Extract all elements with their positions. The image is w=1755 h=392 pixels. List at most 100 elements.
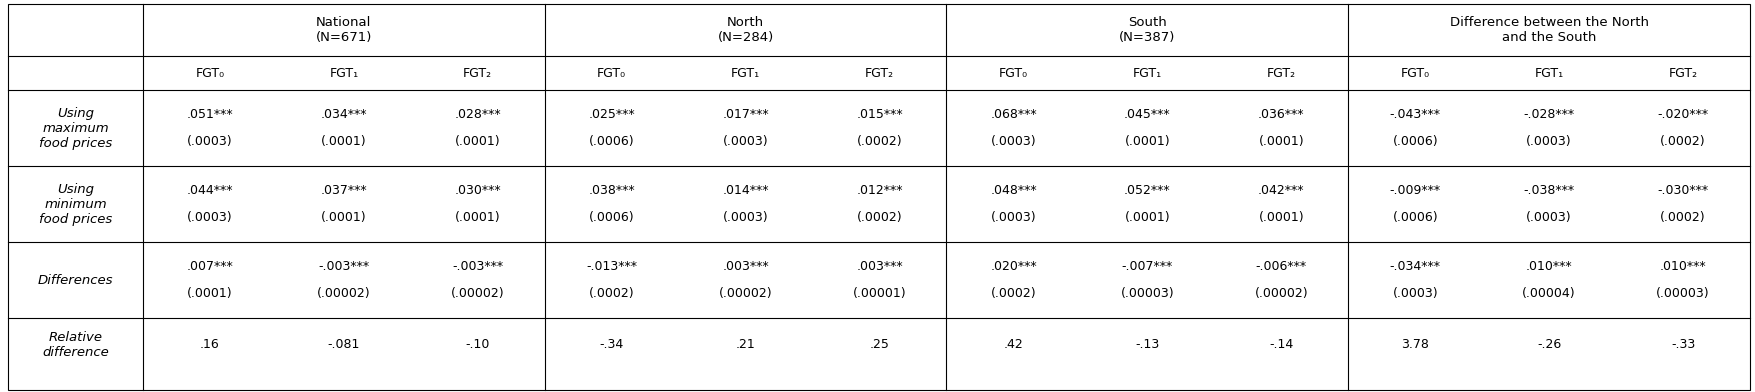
Text: (.0002): (.0002) (588, 287, 634, 300)
Text: South
(N=387): South (N=387) (1118, 16, 1174, 44)
Text: (.00004): (.00004) (1522, 287, 1574, 300)
Text: .012***: .012*** (856, 184, 902, 197)
Text: FGT₂: FGT₂ (1265, 67, 1295, 80)
Text: (.00002): (.00002) (451, 287, 504, 300)
Text: .034***: .034*** (321, 108, 367, 121)
Text: FGT₀: FGT₀ (999, 67, 1027, 80)
Text: (.0003): (.0003) (188, 211, 233, 224)
Text: (.0002): (.0002) (1658, 135, 1704, 148)
Text: -.10: -.10 (465, 339, 490, 352)
Text: FGT₁: FGT₁ (730, 67, 760, 80)
Text: FGT₁: FGT₁ (1534, 67, 1562, 80)
Text: (.0001): (.0001) (455, 211, 500, 224)
Text: Differences: Differences (37, 274, 112, 287)
Text: (.0001): (.0001) (1258, 211, 1304, 224)
Text: -.33: -.33 (1671, 339, 1694, 352)
Text: -.006***: -.006*** (1255, 260, 1306, 273)
Text: (.00002): (.00002) (1253, 287, 1307, 300)
Text: -.081: -.081 (328, 339, 360, 352)
Text: .051***: .051*** (186, 108, 233, 121)
Text: (.0006): (.0006) (1392, 135, 1437, 148)
Text: -.13: -.13 (1134, 339, 1158, 352)
Text: .007***: .007*** (186, 260, 233, 273)
Text: .048***: .048*** (990, 184, 1035, 197)
Text: -.003***: -.003*** (318, 260, 369, 273)
Text: (.0001): (.0001) (1258, 135, 1304, 148)
Text: .025***: .025*** (588, 108, 635, 121)
Text: .010***: .010*** (1525, 260, 1571, 273)
Text: FGT₂: FGT₂ (865, 67, 893, 80)
Text: FGT₁: FGT₁ (1132, 67, 1162, 80)
Text: (.00003): (.00003) (1120, 287, 1174, 300)
Text: .017***: .017*** (721, 108, 769, 121)
Text: (.0002): (.0002) (856, 135, 902, 148)
Text: -.020***: -.020*** (1657, 108, 1708, 121)
Text: -.028***: -.028*** (1523, 108, 1574, 121)
Text: .028***: .028*** (455, 108, 500, 121)
Text: (.00002): (.00002) (718, 287, 772, 300)
Text: .010***: .010*** (1658, 260, 1706, 273)
Text: -.043***: -.043*** (1388, 108, 1439, 121)
Text: .052***: .052*** (1123, 184, 1171, 197)
Text: (.0001): (.0001) (455, 135, 500, 148)
Text: National
(N=671): National (N=671) (316, 16, 372, 44)
Text: Relative
difference: Relative difference (42, 331, 109, 359)
Text: (.0006): (.0006) (1392, 211, 1437, 224)
Text: Using
minimum
food prices: Using minimum food prices (39, 183, 112, 225)
Text: (.0003): (.0003) (188, 135, 233, 148)
Text: (.0006): (.0006) (588, 135, 634, 148)
Text: (.0001): (.0001) (321, 135, 367, 148)
Text: -.013***: -.013*** (586, 260, 637, 273)
Text: .003***: .003*** (721, 260, 769, 273)
Text: -.030***: -.030*** (1657, 184, 1708, 197)
Text: FGT₀: FGT₀ (597, 67, 627, 80)
Text: FGT₂: FGT₂ (1667, 67, 1697, 80)
Text: FGT₀: FGT₀ (195, 67, 225, 80)
Text: .038***: .038*** (588, 184, 635, 197)
Text: -.038***: -.038*** (1523, 184, 1574, 197)
Text: .25: .25 (869, 339, 890, 352)
Text: -.14: -.14 (1269, 339, 1293, 352)
Text: FGT₀: FGT₀ (1400, 67, 1429, 80)
Text: .020***: .020*** (990, 260, 1035, 273)
Text: 3.78: 3.78 (1400, 339, 1429, 352)
Text: .068***: .068*** (990, 108, 1035, 121)
Text: -.009***: -.009*** (1388, 184, 1439, 197)
Text: FGT₂: FGT₂ (463, 67, 491, 80)
Text: (.00001): (.00001) (853, 287, 906, 300)
Text: .044***: .044*** (186, 184, 233, 197)
Text: (.0006): (.0006) (588, 211, 634, 224)
Text: .042***: .042*** (1257, 184, 1304, 197)
Text: FGT₁: FGT₁ (330, 67, 358, 80)
Text: -.003***: -.003*** (453, 260, 504, 273)
Text: (.0001): (.0001) (1123, 211, 1169, 224)
Text: (.0002): (.0002) (990, 287, 1035, 300)
Text: (.0001): (.0001) (1123, 135, 1169, 148)
Text: -.034***: -.034*** (1388, 260, 1439, 273)
Text: (.0003): (.0003) (990, 135, 1035, 148)
Text: (.0003): (.0003) (1525, 135, 1571, 148)
Text: .036***: .036*** (1257, 108, 1304, 121)
Text: (.0003): (.0003) (1525, 211, 1571, 224)
Text: (.00003): (.00003) (1655, 287, 1709, 300)
Text: -.34: -.34 (598, 339, 623, 352)
Text: (.0001): (.0001) (321, 211, 367, 224)
Text: .003***: .003*** (856, 260, 902, 273)
Text: .014***: .014*** (721, 184, 769, 197)
Text: North
(N=284): North (N=284) (718, 16, 774, 44)
Text: .037***: .037*** (321, 184, 367, 197)
Text: (.0001): (.0001) (188, 287, 233, 300)
Text: (.0003): (.0003) (723, 135, 769, 148)
Text: (.0003): (.0003) (1392, 287, 1437, 300)
Text: -.007***: -.007*** (1121, 260, 1172, 273)
Text: -.26: -.26 (1536, 339, 1560, 352)
Text: .045***: .045*** (1123, 108, 1171, 121)
Text: .030***: .030*** (455, 184, 500, 197)
Text: (.0002): (.0002) (1658, 211, 1704, 224)
Text: (.00002): (.00002) (318, 287, 370, 300)
Text: (.0003): (.0003) (723, 211, 769, 224)
Text: .21: .21 (735, 339, 755, 352)
Text: Difference between the North
and the South: Difference between the North and the Sou… (1450, 16, 1648, 44)
Text: (.0003): (.0003) (990, 211, 1035, 224)
Text: .42: .42 (1004, 339, 1023, 352)
